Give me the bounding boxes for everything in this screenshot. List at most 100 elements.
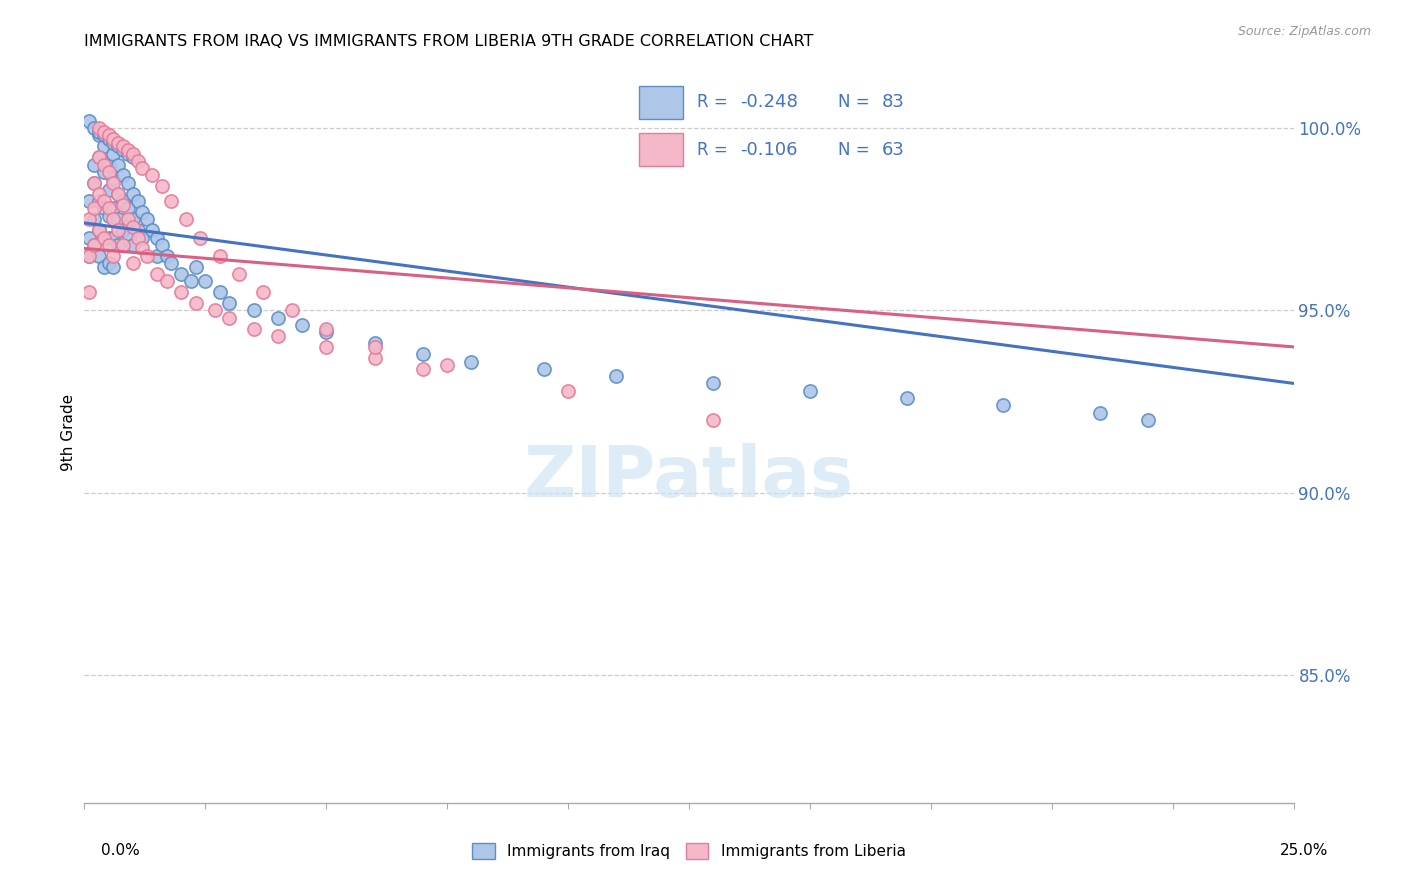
Point: [412, 347, 434, 361]
Point: [97, 128, 120, 143]
Text: -0.248: -0.248: [741, 94, 799, 112]
Point: [93, 230, 115, 244]
Point: [150, 179, 173, 194]
Point: [160, 194, 183, 208]
Point: [121, 186, 143, 201]
FancyBboxPatch shape: [640, 87, 683, 119]
Point: [103, 146, 125, 161]
Text: ZIPatlas: ZIPatlas: [524, 442, 853, 511]
FancyBboxPatch shape: [640, 133, 683, 166]
Point: [194, 274, 217, 288]
Text: 63: 63: [882, 141, 905, 159]
Text: R =: R =: [696, 141, 733, 159]
Point: [993, 398, 1015, 412]
Point: [117, 202, 139, 216]
Point: [315, 321, 337, 335]
Point: [184, 260, 207, 274]
Point: [291, 318, 314, 332]
Point: [87, 223, 110, 237]
Point: [170, 285, 193, 300]
Point: [87, 150, 110, 164]
Point: [87, 121, 110, 136]
Point: [93, 260, 115, 274]
Point: [83, 176, 105, 190]
Point: [112, 143, 135, 157]
Point: [121, 212, 143, 227]
Point: [112, 223, 135, 237]
Point: [77, 212, 100, 227]
Point: [131, 242, 153, 256]
Point: [103, 172, 125, 186]
Point: [131, 230, 153, 244]
Point: [87, 186, 110, 201]
Text: R =: R =: [696, 94, 733, 112]
Point: [87, 223, 110, 237]
Y-axis label: 9th Grade: 9th Grade: [60, 394, 76, 471]
Point: [1137, 413, 1160, 427]
Point: [242, 303, 264, 318]
Point: [112, 194, 135, 208]
Point: [146, 267, 169, 281]
Point: [87, 128, 110, 143]
Point: [121, 256, 143, 270]
Point: [87, 194, 110, 208]
Point: [107, 212, 129, 227]
Point: [605, 369, 627, 384]
Point: [112, 197, 135, 211]
Point: [93, 157, 115, 171]
Point: [412, 361, 434, 376]
Point: [77, 285, 100, 300]
Point: [150, 237, 173, 252]
Point: [127, 230, 149, 244]
Text: IMMIGRANTS FROM IRAQ VS IMMIGRANTS FROM LIBERIA 9TH GRADE CORRELATION CHART: IMMIGRANTS FROM IRAQ VS IMMIGRANTS FROM …: [84, 34, 814, 49]
Point: [127, 194, 149, 208]
Point: [83, 202, 105, 216]
Point: [281, 303, 304, 318]
Point: [103, 202, 125, 216]
Point: [93, 202, 115, 216]
Point: [136, 249, 159, 263]
Point: [93, 139, 115, 153]
Point: [103, 212, 125, 227]
Point: [97, 256, 120, 270]
Point: [103, 132, 125, 146]
Point: [97, 165, 120, 179]
Point: [267, 329, 290, 343]
Text: Source: ZipAtlas.com: Source: ZipAtlas.com: [1237, 25, 1371, 38]
Point: [174, 212, 197, 227]
Point: [107, 237, 129, 252]
Point: [93, 165, 115, 179]
Point: [107, 157, 129, 171]
Point: [97, 202, 120, 216]
Point: [97, 237, 120, 252]
Point: [155, 249, 177, 263]
Point: [103, 176, 125, 190]
Point: [218, 310, 240, 325]
Point: [228, 267, 250, 281]
Point: [97, 183, 120, 197]
Point: [315, 340, 337, 354]
Point: [77, 113, 100, 128]
Text: 83: 83: [882, 94, 905, 112]
Point: [103, 260, 125, 274]
Point: [112, 169, 135, 183]
Point: [77, 230, 100, 244]
Point: [77, 249, 100, 263]
Point: [103, 249, 125, 263]
Point: [121, 150, 143, 164]
Point: [363, 351, 385, 365]
Point: [242, 321, 264, 335]
Point: [87, 125, 110, 139]
Point: [363, 340, 385, 354]
Text: N =: N =: [838, 141, 875, 159]
Point: [117, 212, 139, 227]
Point: [204, 303, 226, 318]
Point: [799, 384, 821, 398]
Point: [77, 194, 100, 208]
Point: [97, 132, 120, 146]
Point: [117, 143, 139, 157]
Point: [127, 153, 149, 168]
Point: [83, 157, 105, 171]
Point: [155, 274, 177, 288]
Text: 0.0%: 0.0%: [101, 843, 141, 858]
